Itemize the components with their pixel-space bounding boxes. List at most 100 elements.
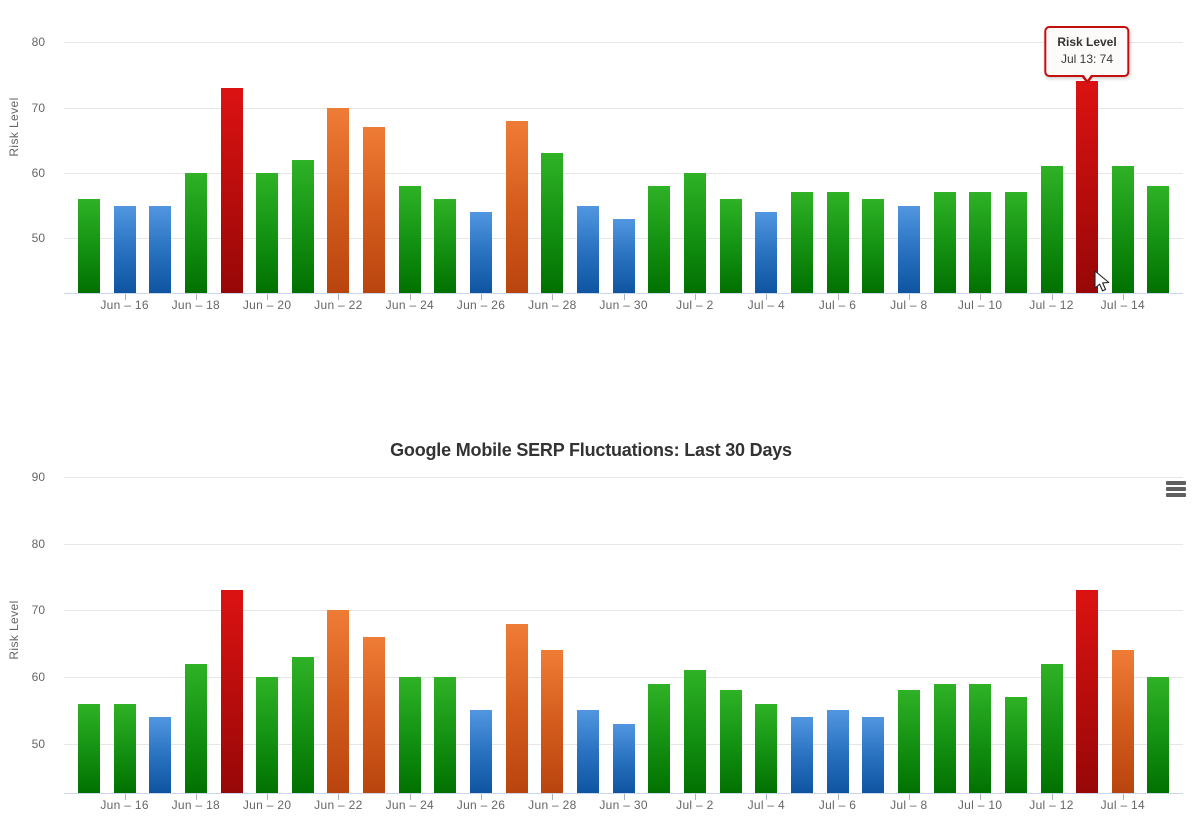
bar-jul-8[interactable] (897, 690, 920, 793)
x-axis-tick (124, 794, 126, 800)
bar-jul-12[interactable] (1040, 663, 1063, 793)
bar-jun-15[interactable] (77, 199, 100, 293)
bar-jul-6[interactable] (826, 710, 849, 793)
bar-jun-24[interactable] (398, 185, 421, 293)
x-axis-tick (1122, 294, 1124, 300)
bar-jul-2[interactable] (683, 670, 706, 793)
bar-jul-8[interactable] (897, 205, 920, 293)
bar-jul-10[interactable] (969, 192, 992, 293)
bar-jul-7[interactable] (862, 717, 885, 793)
x-axis-tick-label: Jun – 30 (599, 798, 648, 812)
x-axis-tick (195, 294, 197, 300)
bar-jun-19[interactable] (220, 88, 243, 293)
bar-jul-3[interactable] (719, 199, 742, 293)
bar-jun-21[interactable] (291, 159, 314, 293)
x-axis-tick-label: Jun – 24 (385, 798, 435, 812)
x-axis-line (64, 293, 1183, 294)
bar-jun-19[interactable] (220, 590, 243, 793)
x-axis-tick-label: Jun – 22 (314, 798, 363, 812)
bar-jul-14[interactable] (1111, 166, 1134, 293)
bar-jul-12[interactable] (1040, 166, 1063, 293)
x-axis-tick (481, 294, 482, 300)
bar-jun-16[interactable] (113, 703, 136, 793)
bar-jul-4[interactable] (755, 212, 778, 293)
bar-jun-23[interactable] (363, 127, 386, 293)
x-axis-tick-label: Jun – 16 (100, 798, 149, 812)
x-axis-tick (409, 294, 411, 300)
x-axis-tick-label: Jun – 22 (314, 298, 363, 312)
bar-jul-13[interactable] (1076, 81, 1099, 293)
bar-jun-28[interactable] (541, 153, 564, 293)
bar-jun-27[interactable] (505, 120, 528, 293)
bar-jun-18[interactable] (184, 663, 207, 793)
x-axis-tick (267, 294, 269, 300)
y-gridline (64, 107, 1183, 109)
bar-jun-20[interactable] (256, 677, 279, 793)
x-axis-tick-label: Jul – 6 (818, 298, 857, 312)
bar-jun-24[interactable] (398, 677, 421, 793)
bar-jul-1[interactable] (648, 185, 671, 293)
x-axis-tick (267, 794, 269, 800)
bar-jul-15[interactable] (1147, 185, 1170, 293)
bar-jun-18[interactable] (184, 172, 207, 293)
bar-jul-2[interactable] (683, 172, 706, 293)
bar-jul-11[interactable] (1004, 192, 1027, 293)
bar-jun-15[interactable] (77, 703, 100, 793)
x-axis-tick (908, 794, 910, 800)
bar-jun-27[interactable] (505, 623, 528, 793)
bar-jun-26[interactable] (470, 710, 492, 793)
bar-jul-11[interactable] (1004, 697, 1027, 793)
bar-jun-21[interactable] (291, 657, 314, 793)
bar-jul-14[interactable] (1111, 650, 1134, 793)
x-axis-tick-label: Jul – 14 (1100, 798, 1146, 812)
x-axis-tick (124, 294, 126, 300)
tooltip-value: Jul 13: 74 (1060, 52, 1114, 66)
bar-jun-17[interactable] (149, 717, 172, 793)
y-gridline (64, 543, 1183, 545)
bar-jun-22[interactable] (327, 610, 350, 793)
bar-jul-10[interactable] (969, 683, 992, 793)
hamburger-icon[interactable] (1166, 481, 1186, 497)
x-axis-tick-label: Jun – 20 (242, 798, 292, 812)
bar-jul-1[interactable] (648, 683, 671, 793)
bar-jun-26[interactable] (470, 212, 492, 293)
bar-jul-9[interactable] (933, 683, 956, 793)
x-axis-tick (1051, 794, 1053, 800)
x-axis-tick-label: Jul – 6 (818, 798, 857, 812)
bar-jun-16[interactable] (113, 205, 136, 293)
y-axis-tick-label: 90 (31, 470, 45, 485)
bar-jul-15[interactable] (1147, 677, 1170, 793)
bar-jun-30[interactable] (612, 723, 635, 793)
bar-jul-9[interactable] (933, 192, 956, 293)
bar-jun-23[interactable] (363, 637, 386, 793)
bar-jul-5[interactable] (790, 717, 813, 793)
bar-jun-30[interactable] (612, 218, 635, 293)
bar-jun-25[interactable] (434, 677, 457, 793)
y-axis-tick-label: 70 (31, 603, 45, 618)
y-gridline (64, 172, 1183, 174)
bar-jul-4[interactable] (755, 703, 778, 793)
bar-jul-13[interactable] (1076, 590, 1099, 793)
bar-jun-29[interactable] (577, 205, 599, 293)
bar-jun-20[interactable] (256, 172, 279, 293)
x-axis-tick (1122, 794, 1124, 800)
x-axis-tick-label: Jun – 24 (385, 298, 435, 312)
bar-jul-5[interactable] (790, 192, 813, 293)
x-axis-tick-label: Jun – 18 (171, 798, 221, 812)
x-axis-line (64, 793, 1183, 794)
bar-jun-28[interactable] (541, 650, 564, 793)
bar-jul-6[interactable] (826, 192, 849, 293)
bar-jul-3[interactable] (719, 690, 742, 793)
y-axis-tick-label: 70 (31, 100, 45, 115)
chart-title: Google Mobile SERP Fluctuations: Last 30… (390, 440, 792, 460)
bar-jul-7[interactable] (862, 199, 885, 293)
bar-jun-17[interactable] (149, 205, 172, 293)
bar-jun-25[interactable] (434, 199, 457, 293)
x-axis-tick-label: Jun – 26 (456, 798, 506, 812)
x-axis-tick (837, 794, 839, 800)
y-axis-tick-label: 60 (31, 670, 45, 685)
bar-jun-29[interactable] (577, 710, 599, 793)
y-gridline (64, 610, 1183, 612)
bar-jun-22[interactable] (327, 107, 350, 293)
x-axis-tick (1051, 294, 1053, 300)
